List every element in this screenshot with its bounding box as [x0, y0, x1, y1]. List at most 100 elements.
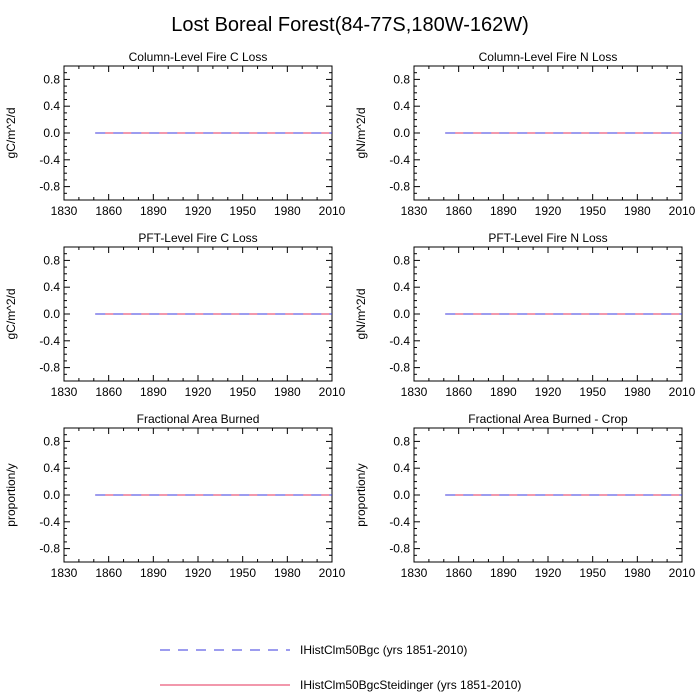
x-tick-label: 2010	[319, 385, 346, 399]
x-tick-label: 1980	[624, 204, 651, 218]
chart-svg: PFT-Level Fire N Loss gN/m^2/d 1830 1860 189…	[354, 231, 696, 399]
x-tick-label: 1920	[185, 566, 212, 580]
y-tick-label: -0.4	[39, 334, 60, 348]
x-tick-label: 1980	[624, 566, 651, 580]
y-axis-label: gC/m^2/d	[4, 108, 18, 159]
x-tick-label: 1920	[185, 204, 212, 218]
x-tick-label: 1950	[229, 204, 256, 218]
x-tick-label: 1980	[274, 566, 301, 580]
y-tick-label: 0.4	[43, 99, 60, 113]
x-tick-label: 1860	[95, 204, 122, 218]
x-tick-label: 1890	[140, 385, 167, 399]
y-tick-label: 0.4	[43, 461, 60, 475]
x-tick-label: 1830	[401, 385, 428, 399]
y-axis-label: gN/m^2/d	[354, 108, 368, 159]
y-tick-label: 0.8	[393, 434, 410, 448]
chart-panel-pft-fire-n-loss: PFT-Level Fire N Loss gN/m^2/d 1830 1860 189…	[350, 229, 700, 414]
x-tick-label: 1920	[535, 566, 562, 580]
chart-svg: PFT-Level Fire C Loss gC/m^2/d 1830 1860 189…	[4, 231, 346, 399]
y-tick-label: 0.4	[43, 280, 60, 294]
chart-svg: Column-Level Fire N Loss gN/m^2/d 1830 1860…	[354, 50, 696, 218]
page-title: Lost Boreal Forest(84-77S,180W-162W)	[171, 14, 529, 36]
x-tick-label: 1920	[185, 385, 212, 399]
x-tick-label: 1890	[140, 566, 167, 580]
y-tick-label: 0.4	[393, 99, 410, 113]
y-axis-label: gC/m^2/d	[4, 289, 18, 340]
x-tick-label: 1950	[229, 566, 256, 580]
x-tick-label: 1860	[445, 385, 472, 399]
panel-title: Fractional Area Burned - Crop	[468, 412, 628, 426]
legend-label: IHistClm50BgcSteidinger (yrs 1851-2010)	[300, 678, 522, 692]
panel-title: Column-Level Fire C Loss	[129, 50, 268, 64]
y-tick-label: -0.8	[39, 542, 60, 556]
y-tick-label: -0.4	[389, 334, 410, 348]
x-tick-label: 1860	[95, 385, 122, 399]
x-tick-label: 1860	[445, 566, 472, 580]
y-axis-label: proportion/y	[354, 463, 368, 526]
y-tick-label: 0.0	[43, 126, 60, 140]
y-axis-label: gN/m^2/d	[354, 289, 368, 340]
x-tick-label: 1860	[95, 566, 122, 580]
legend-item: IHistClm50BgcSteidinger (yrs 1851-2010)	[160, 676, 521, 694]
x-tick-label: 1950	[229, 385, 256, 399]
x-tick-label: 1890	[490, 566, 517, 580]
panel-title: Fractional Area Burned	[137, 412, 260, 426]
y-tick-label: 0.8	[43, 253, 60, 267]
x-tick-label: 1920	[535, 385, 562, 399]
y-tick-label: 0.8	[393, 253, 410, 267]
y-tick-label: -0.8	[39, 361, 60, 375]
x-tick-label: 1950	[579, 566, 606, 580]
x-tick-label: 1890	[490, 204, 517, 218]
x-tick-label: 1980	[274, 385, 301, 399]
x-tick-label: 1980	[624, 385, 651, 399]
chart-panel-column-fire-c-loss: Column-Level Fire C Loss gC/m^2/d 1830 1860…	[0, 48, 350, 233]
x-tick-label: 1950	[579, 385, 606, 399]
chart-svg: Fractional Area Burned proportion/y 1830 18…	[4, 412, 346, 580]
chart-panel-fractional-area-burned: Fractional Area Burned proportion/y 1830 18…	[0, 410, 350, 595]
y-tick-label: -0.8	[389, 361, 410, 375]
chart-svg: Column-Level Fire C Loss gC/m^2/d 1830 1860…	[4, 50, 346, 218]
x-tick-label: 2010	[669, 204, 696, 218]
x-tick-label: 2010	[669, 385, 696, 399]
legend-swatch-solid	[160, 684, 290, 686]
y-tick-label: 0.0	[393, 307, 410, 321]
y-tick-label: 0.0	[393, 126, 410, 140]
x-tick-label: 2010	[319, 204, 346, 218]
x-tick-label: 1890	[490, 385, 517, 399]
y-tick-label: 0.8	[43, 434, 60, 448]
chart-panel-column-fire-n-loss: Column-Level Fire N Loss gN/m^2/d 1830 1860…	[350, 48, 700, 233]
x-tick-label: 2010	[669, 566, 696, 580]
panel-title: PFT-Level Fire N Loss	[488, 231, 607, 245]
y-axis-label: proportion/y	[4, 463, 18, 526]
y-tick-label: -0.4	[39, 515, 60, 529]
y-tick-label: -0.4	[389, 153, 410, 167]
chart-panel-pft-fire-c-loss: PFT-Level Fire C Loss gC/m^2/d 1830 1860 189…	[0, 229, 350, 414]
x-tick-label: 1950	[579, 204, 606, 218]
legend-swatch-dashed	[160, 649, 290, 651]
chart-legend: IHistClm50Bgc (yrs 1851-2010) IHistClm50…	[160, 636, 700, 696]
y-tick-label: 0.0	[43, 307, 60, 321]
y-tick-label: -0.4	[389, 515, 410, 529]
y-tick-label: 0.8	[43, 72, 60, 86]
x-tick-label: 2010	[319, 566, 346, 580]
x-tick-label: 1860	[445, 204, 472, 218]
legend-item: IHistClm50Bgc (yrs 1851-2010)	[160, 641, 467, 659]
x-tick-label: 1890	[140, 204, 167, 218]
x-tick-label: 1830	[51, 385, 78, 399]
y-tick-label: 0.4	[393, 461, 410, 475]
y-tick-label: 0.0	[393, 488, 410, 502]
legend-label: IHistClm50Bgc (yrs 1851-2010)	[300, 643, 468, 657]
x-tick-label: 1980	[274, 204, 301, 218]
y-tick-label: -0.8	[389, 542, 410, 556]
x-tick-label: 1830	[51, 566, 78, 580]
y-tick-label: 0.4	[393, 280, 410, 294]
chart-panel-fractional-area-burned-crop: Fractional Area Burned - Crop proportion/…	[350, 410, 700, 595]
x-tick-label: 1920	[535, 204, 562, 218]
x-tick-label: 1830	[51, 204, 78, 218]
y-tick-label: -0.8	[389, 180, 410, 194]
y-tick-label: 0.0	[43, 488, 60, 502]
chart-svg: Fractional Area Burned - Crop proportion/…	[354, 412, 696, 580]
panel-title: Column-Level Fire N Loss	[479, 50, 618, 64]
y-tick-label: -0.8	[39, 180, 60, 194]
y-tick-label: 0.8	[393, 72, 410, 86]
